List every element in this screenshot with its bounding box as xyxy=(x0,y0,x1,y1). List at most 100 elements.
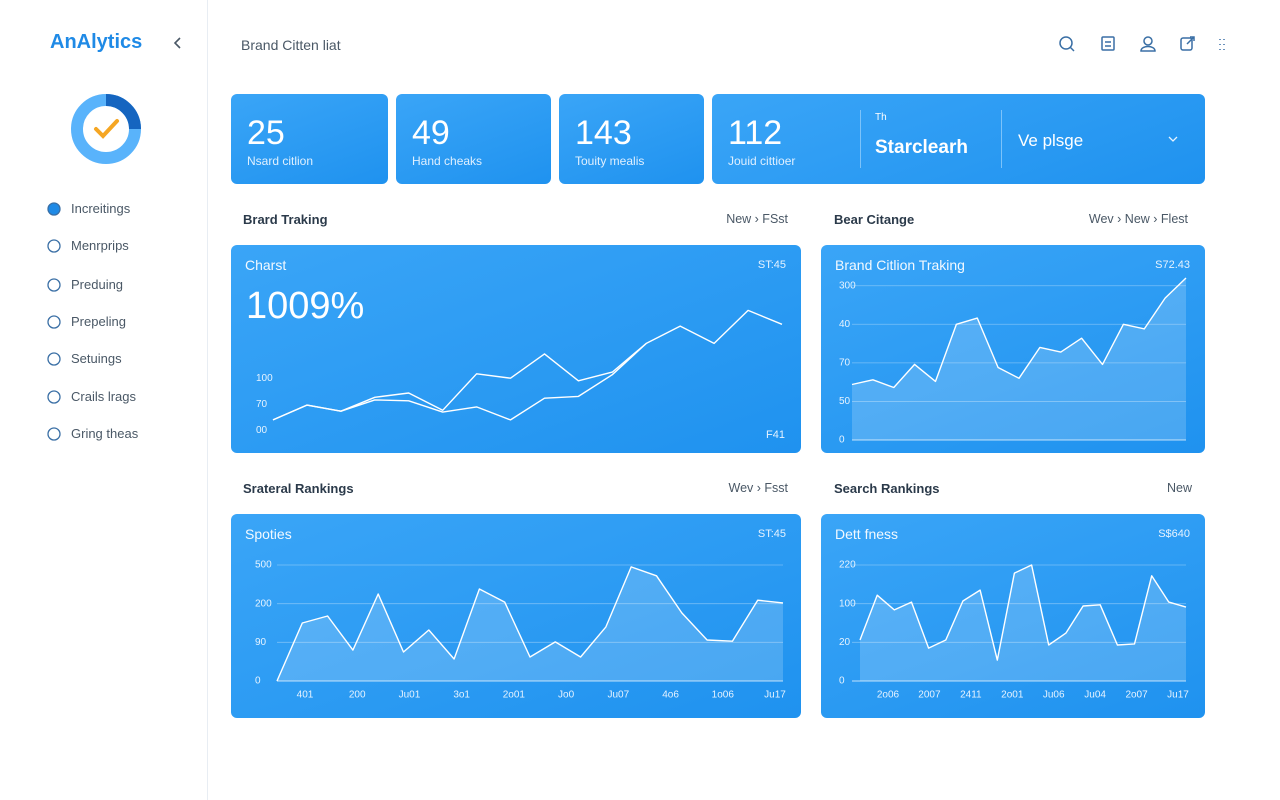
nav-item[interactable]: Increitings xyxy=(71,201,131,216)
x-tick-label: 2o06 xyxy=(877,690,900,701)
chevron[interactable] xyxy=(1167,134,1179,144)
nav-icon xyxy=(47,278,61,292)
nav-item[interactable]: Menrprips xyxy=(71,238,129,253)
chart-title: Spoties xyxy=(245,526,292,542)
search-icon[interactable] xyxy=(1059,36,1075,52)
y-tick-label: 90 xyxy=(255,637,267,648)
panel-links[interactable]: New › FSst xyxy=(726,212,788,226)
nav-icon-shape xyxy=(47,427,61,441)
nav-icon-shape xyxy=(47,352,61,366)
search-title: Starclearh xyxy=(875,137,968,158)
stat-card: 143 Touity mealis xyxy=(559,94,704,184)
nav-icon xyxy=(47,202,61,216)
chart-corner-value: S$640 xyxy=(1158,528,1190,540)
chart-card: 500 200 90 0 401 200 Ju01 3o1 2o01 Jo0 Ju07 4o6 1o06… xyxy=(231,514,801,718)
area xyxy=(852,278,1186,440)
y-tick-label: 70 xyxy=(256,399,268,410)
y-tick-label: 00 xyxy=(256,425,268,436)
nav-item[interactable]: Prepeling xyxy=(71,314,126,329)
x-tick-label: 2007 xyxy=(918,690,941,701)
stat-card: 25 Nsard citlion xyxy=(231,94,388,184)
nav-icon-shape xyxy=(47,202,61,216)
y-tick-label: 220 xyxy=(839,560,856,571)
chart: 220 100 20 0 2o06 2007 2411 2o01 Ju06 Ju04 2o07 Ju1… xyxy=(839,560,1189,701)
stat-value: 49 xyxy=(412,114,450,152)
chart: 300 40 70 50 0 xyxy=(839,277,1187,446)
x-tick-label: 3o1 xyxy=(453,690,470,701)
nav-icon xyxy=(47,427,61,441)
nav-item[interactable]: Crails lrags xyxy=(71,389,137,404)
chart-corner-value: ST:45 xyxy=(757,259,786,271)
y-tick-label: 200 xyxy=(255,598,272,609)
brand: AnAlytics xyxy=(50,31,143,53)
x-tick-label: Ju04 xyxy=(1084,690,1106,701)
nav-item[interactable]: Preduing xyxy=(71,277,124,292)
y-tick-label: 500 xyxy=(255,560,272,571)
nav-icon xyxy=(47,239,61,253)
collapse-button[interactable] xyxy=(170,35,186,51)
chart: 500 200 90 0 401 200 Ju01 3o1 2o01 Jo0 Ju07 4o6 1o06… xyxy=(255,560,786,701)
x-tick-label: 401 xyxy=(297,690,314,701)
x-tick-label: Ju17 xyxy=(764,690,786,701)
chart-title: Brand Citlion Traking xyxy=(835,257,965,273)
stat-value: 25 xyxy=(247,114,285,152)
toolbar xyxy=(1059,36,1225,52)
x-tick-label: 2o01 xyxy=(1001,690,1024,701)
chart-footer: F41 xyxy=(766,429,785,441)
user-icon[interactable] xyxy=(1140,36,1156,52)
y-tick-label: 70 xyxy=(839,357,851,368)
line xyxy=(276,566,784,682)
chart-big-value: 1009% xyxy=(246,285,365,327)
y-tick-label: 40 xyxy=(839,319,851,330)
panel-links[interactable]: Wev › Fsst xyxy=(728,481,789,495)
report-icon[interactable] xyxy=(1101,36,1115,51)
nav-icon xyxy=(47,390,61,404)
nav-item[interactable]: Gring theas xyxy=(71,426,139,441)
x-tick-label: 200 xyxy=(349,690,366,701)
chart: 100 70 00 xyxy=(256,309,783,436)
stat-value: 143 xyxy=(575,114,632,152)
more-icon[interactable] xyxy=(1219,39,1225,50)
chart-card: 220 100 20 0 2o06 2007 2411 2o01 Ju06 Ju04 2o07 Ju1… xyxy=(821,514,1205,718)
chart-card: 300 40 70 50 0 Brand Citlion Traking S72.43 xyxy=(821,245,1205,453)
y-tick-label: 50 xyxy=(839,396,851,407)
y-tick-label: 20 xyxy=(839,637,851,648)
chart-corner-value: S72.43 xyxy=(1155,259,1190,271)
chart-corner-value: ST:45 xyxy=(757,528,786,540)
panel-heading: Srateral Rankings xyxy=(243,481,354,496)
y-tick-label: 100 xyxy=(256,373,273,384)
stat-label: Nsard citlion xyxy=(247,154,314,168)
line xyxy=(272,309,783,421)
stat-value: 112 xyxy=(728,114,783,152)
chart-title: Charst xyxy=(245,257,287,273)
x-tick-label: Ju01 xyxy=(399,690,421,701)
x-tick-label: Jo0 xyxy=(558,690,575,701)
page-select[interactable]: Ve plsge xyxy=(1018,131,1084,150)
page-title: Brand Citten liat xyxy=(241,37,341,53)
search-label: Th xyxy=(875,112,887,123)
divider xyxy=(1001,110,1002,168)
y-tick-label: 100 xyxy=(839,598,856,609)
nav-icon-shape xyxy=(47,315,61,329)
nav-icon-shape xyxy=(47,278,61,292)
panel-heading: Search Rankings xyxy=(834,481,940,496)
nav-item[interactable]: Setuings xyxy=(71,351,122,366)
search-card: Th Starclearh Ve plsge 112 Jouid cittioer xyxy=(712,94,1205,184)
nav-icon-shape xyxy=(47,390,61,404)
share-icon[interactable] xyxy=(1180,36,1195,51)
logo xyxy=(71,94,141,164)
nav-icon xyxy=(47,352,61,366)
divider xyxy=(860,110,861,168)
y-tick-label: 300 xyxy=(839,280,856,291)
stat-label: Hand cheaks xyxy=(412,154,483,168)
panel-links[interactable]: New xyxy=(1166,481,1192,495)
x-tick-label: 4o6 xyxy=(662,690,679,701)
nav-icon xyxy=(47,315,61,329)
panel-links[interactable]: Wev › New › Flest xyxy=(1088,212,1188,226)
line xyxy=(851,277,1187,389)
chart-card: 100 70 00 Charst ST:45 1009% F41 xyxy=(231,245,801,453)
sidebar: AnAlytics Increitings Menrprips Preduing Pr… xyxy=(0,0,208,800)
x-tick-label: 2o01 xyxy=(503,690,526,701)
y-tick-label: 0 xyxy=(839,676,845,687)
